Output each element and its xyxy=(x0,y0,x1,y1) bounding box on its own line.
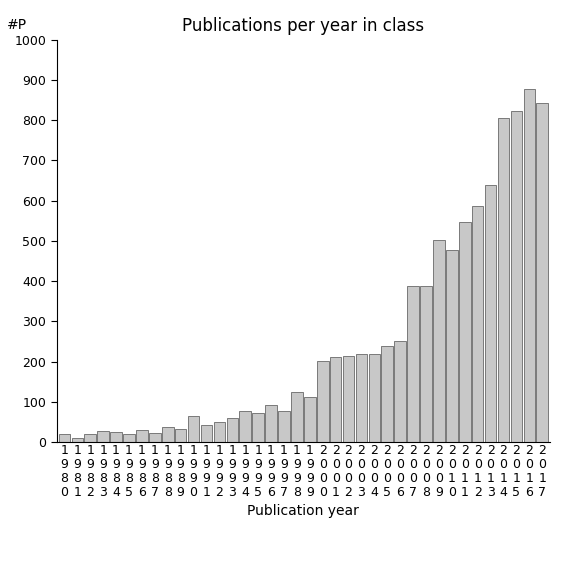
Bar xyxy=(317,361,328,442)
Bar xyxy=(201,425,212,442)
Bar xyxy=(485,185,496,442)
Bar xyxy=(175,429,187,442)
Bar xyxy=(420,286,432,442)
X-axis label: Publication year: Publication year xyxy=(247,504,359,518)
Bar xyxy=(498,118,509,442)
Bar xyxy=(523,89,535,442)
Bar xyxy=(162,427,174,442)
Bar xyxy=(239,411,251,442)
Bar xyxy=(71,438,83,442)
Bar xyxy=(511,111,522,442)
Bar xyxy=(98,431,109,442)
Bar xyxy=(58,434,70,442)
Bar xyxy=(149,433,160,442)
Bar xyxy=(136,430,148,442)
Bar xyxy=(123,434,135,442)
Bar xyxy=(369,354,380,442)
Bar xyxy=(433,240,445,442)
Bar xyxy=(536,103,548,442)
Bar xyxy=(459,222,471,442)
Bar xyxy=(278,411,290,442)
Bar xyxy=(291,392,303,442)
Bar xyxy=(188,416,200,442)
Y-axis label: #P: #P xyxy=(7,18,27,32)
Bar xyxy=(214,422,225,442)
Bar xyxy=(304,397,316,442)
Bar xyxy=(342,356,354,442)
Bar xyxy=(330,357,341,442)
Bar xyxy=(252,413,264,442)
Bar xyxy=(395,341,406,442)
Bar xyxy=(382,346,393,442)
Title: Publications per year in class: Publications per year in class xyxy=(182,18,425,35)
Bar xyxy=(472,206,484,442)
Bar xyxy=(226,418,238,442)
Bar xyxy=(84,434,96,442)
Bar xyxy=(407,286,419,442)
Bar xyxy=(446,250,458,442)
Bar xyxy=(265,405,277,442)
Bar xyxy=(356,354,367,442)
Bar xyxy=(111,432,122,442)
